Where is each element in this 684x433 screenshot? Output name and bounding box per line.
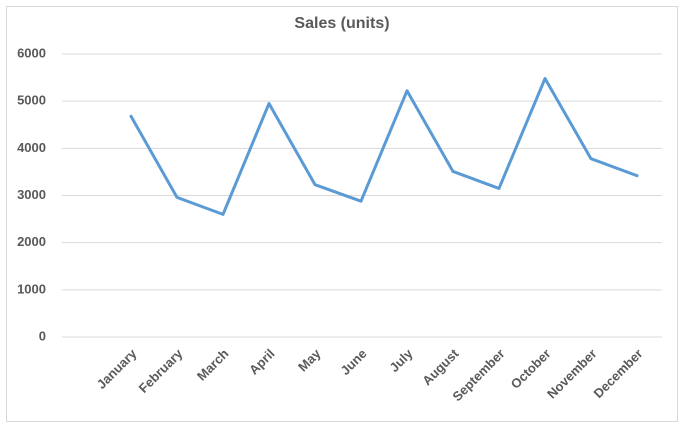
chart-title: Sales (units) xyxy=(294,15,389,32)
y-tick-label: 6000 xyxy=(17,45,46,60)
y-tick-label: 4000 xyxy=(17,140,46,155)
y-tick-label: 0 xyxy=(39,328,46,343)
y-tick-label: 3000 xyxy=(17,187,46,202)
chart-border xyxy=(6,6,678,422)
y-tick-label: 2000 xyxy=(17,234,46,249)
data-line xyxy=(129,77,639,216)
y-tick-label: 5000 xyxy=(17,93,46,108)
y-tick-label: 1000 xyxy=(17,281,46,296)
